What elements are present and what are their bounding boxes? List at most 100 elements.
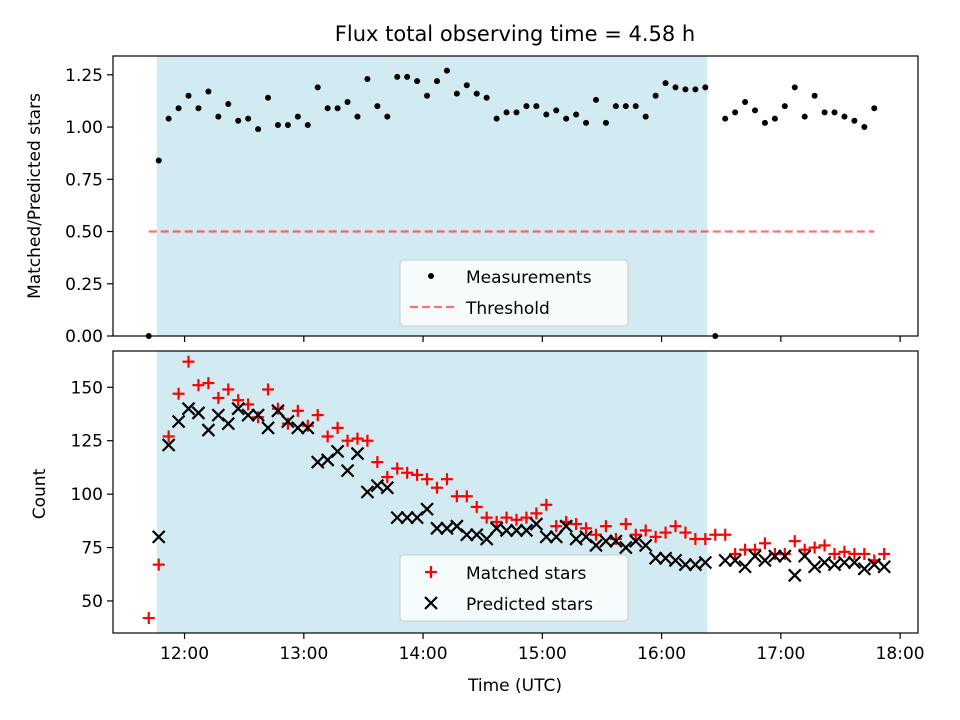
- matched-star-point: [580, 522, 593, 535]
- predicted-star-point: [360, 485, 375, 499]
- matched-star-point: [281, 417, 294, 430]
- predicted-star-point: [350, 446, 365, 461]
- matched-star-point: [142, 612, 155, 625]
- matched-star-point: [798, 543, 811, 556]
- matched-star-point: [838, 545, 851, 558]
- bottom-legend-box: [399, 554, 629, 622]
- measurement-point: [811, 92, 818, 99]
- predicted-star-point: [738, 559, 752, 574]
- y-tick-label: 125: [71, 432, 103, 452]
- predicted-star-point: [877, 559, 891, 574]
- measurement-point: [702, 84, 709, 91]
- measurement-point: [165, 115, 172, 122]
- matched-star-point: [401, 466, 414, 479]
- matched-star-point: [590, 528, 602, 541]
- measurement-point: [831, 109, 838, 116]
- predicted-star-point: [619, 540, 633, 555]
- measurement-point: [523, 103, 530, 110]
- predicted-star-point: [460, 527, 474, 542]
- measurement-point: [771, 115, 778, 122]
- matched-star-point: [530, 507, 543, 520]
- measurement-point: [414, 78, 421, 85]
- matched-star-point: [878, 547, 891, 560]
- matched-star-point: [758, 537, 771, 550]
- matched-star-point: [729, 547, 742, 560]
- matched-star-point: [291, 404, 304, 417]
- y-tick-label: 75: [81, 539, 103, 559]
- measurement-point: [404, 73, 411, 80]
- matched-star-point: [470, 500, 483, 513]
- matched-star-point: [242, 398, 255, 411]
- matched-star-point: [182, 355, 195, 368]
- measurement-point: [354, 113, 361, 120]
- y-tick-label: 1.25: [65, 66, 103, 86]
- predicted-star-point: [430, 521, 444, 536]
- legend-threshold-label: Threshold: [465, 299, 550, 319]
- predicted-star-point: [420, 502, 434, 516]
- measurement-point: [443, 67, 450, 74]
- predicted-star-point: [400, 510, 414, 525]
- predicted-star-point: [469, 527, 484, 542]
- matched-star-point: [570, 518, 583, 531]
- measurement-point: [374, 103, 381, 110]
- predicted-star-point: [658, 551, 673, 566]
- predicted-star-point: [718, 553, 732, 568]
- measurement-point: [265, 94, 272, 101]
- measurement-point: [801, 113, 808, 120]
- top-panel: 0.00 0.25 0.50 0.75 1.00 1.25 Matched/Predict…: [25, 55, 919, 347]
- measurement-point: [622, 103, 629, 110]
- predicted-star-point: [857, 562, 872, 576]
- matched-star-point: [719, 528, 732, 541]
- matched-star-point: [510, 513, 523, 526]
- matched-star-point: [391, 462, 404, 475]
- predicted-star-point: [768, 549, 782, 563]
- measurement-point: [384, 113, 391, 120]
- predicted-star-point: [549, 530, 564, 544]
- measurement-point: [781, 103, 788, 110]
- legend-predicted-label: Predicted stars: [466, 595, 593, 615]
- predicted-star-point: [251, 408, 265, 422]
- predicted-star-point: [569, 532, 583, 546]
- measurement-point: [851, 117, 858, 124]
- y-tick-label: 0.00: [65, 327, 103, 347]
- predicted-star-point: [529, 517, 544, 531]
- matched-star-point: [222, 383, 235, 396]
- measurement-point: [543, 111, 550, 118]
- x-tick-label: 13:00: [279, 644, 328, 664]
- y-tick-label: 50: [81, 592, 103, 612]
- predicted-star-point: [489, 521, 504, 536]
- measurement-point: [215, 113, 222, 120]
- measurement-point: [463, 82, 470, 89]
- predicted-star-point: [330, 444, 345, 459]
- measurement-point: [752, 107, 759, 114]
- measurement-point: [642, 113, 649, 120]
- measurement-point: [632, 103, 639, 110]
- matched-star-point: [371, 456, 384, 469]
- matched-star-point: [351, 432, 364, 445]
- x-axis-label: Time (UTC): [467, 676, 562, 696]
- matched-star-point: [331, 421, 344, 434]
- predicted-star-point: [340, 463, 355, 478]
- measurement-point: [235, 117, 242, 124]
- legend-measurements-marker: [428, 273, 434, 279]
- measurement-point: [433, 78, 440, 85]
- predicted-star-point: [380, 480, 395, 495]
- predicted-star-point: [281, 414, 295, 429]
- matched-star-point: [411, 468, 424, 481]
- predicted-star-point: [758, 553, 772, 568]
- measurement-point: [761, 119, 768, 126]
- measurement-point: [294, 113, 301, 120]
- measurement-point: [742, 98, 749, 105]
- predicted-star-point: [559, 519, 573, 533]
- predicted-star-point: [191, 406, 206, 420]
- y-tick-label: 0.50: [65, 223, 103, 243]
- measurement-point: [652, 92, 659, 99]
- measurement-point: [513, 109, 520, 116]
- predicted-star-point: [519, 523, 534, 538]
- predicted-star-point: [628, 534, 643, 548]
- top-ylabel: Matched/Predicted stars: [25, 93, 45, 299]
- matched-star-point: [172, 387, 185, 400]
- measurement-point: [483, 94, 490, 101]
- predicted-star-point: [678, 557, 693, 572]
- matched-star-point: [381, 471, 394, 484]
